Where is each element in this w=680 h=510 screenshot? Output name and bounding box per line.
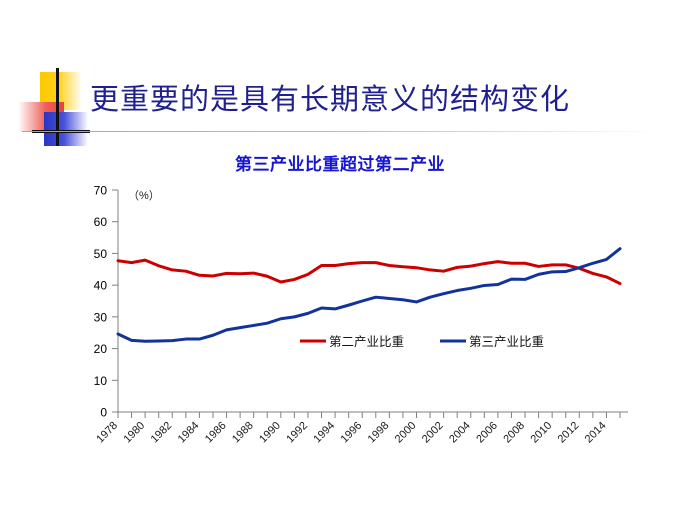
x-axis-tick-label: 2000 <box>393 420 419 446</box>
x-axis-tick-label: 2010 <box>528 420 554 446</box>
x-axis-tick-label: 2006 <box>474 420 500 446</box>
y-axis-tick-label: 40 <box>94 279 108 293</box>
y-axis: 0 10 20 30 40 50 60 70 <box>94 184 119 420</box>
chart-legend: 第二产业比重 第三产业比重 <box>300 334 544 349</box>
x-axis-tick-label: 1992 <box>284 420 310 446</box>
slide-title-bar: 更重要的是具有长期意义的结构变化 <box>0 0 680 146</box>
chart-container: 0 10 20 30 40 50 60 70 1978 1980 1982 1984 1986 1988… <box>0 175 680 510</box>
y-axis-tick-label: 50 <box>94 247 108 261</box>
line-chart: 0 10 20 30 40 50 60 70 1978 1980 1982 1984 1986 1988… <box>94 184 628 446</box>
x-axis-tick-label: 1998 <box>366 420 392 446</box>
deco-square-blue-icon <box>44 112 88 146</box>
x-axis-tick-label: 1984 <box>176 420 202 446</box>
y-axis-tick-label: 70 <box>94 184 108 198</box>
x-axis-tick-label: 1978 <box>94 420 120 446</box>
title-underline-divider <box>22 131 658 132</box>
x-axis-tick-label: 1990 <box>257 420 283 446</box>
x-axis-tick-label: 1986 <box>203 420 229 446</box>
y-axis-tick-label: 30 <box>94 310 108 324</box>
y-axis-tick-label: 0 <box>100 406 107 420</box>
deco-cross-vertical-icon <box>56 68 59 146</box>
y-axis-tick-label: 20 <box>94 342 108 356</box>
chart-subtitle: 第三产业比重超过第二产业 <box>235 155 445 175</box>
series-line <box>116 247 622 343</box>
x-axis-tick-label: 1988 <box>230 420 256 446</box>
x-axis-tick-label: 1982 <box>149 420 175 446</box>
x-axis-tick-label: 1994 <box>311 420 337 446</box>
y-axis-unit-label: （%） <box>128 189 160 202</box>
unit-label: （%） <box>128 189 160 202</box>
page-title: 更重要的是具有长期意义的结构变化 <box>90 82 571 116</box>
x-axis-tick-label: 2002 <box>420 420 446 446</box>
x-axis: 1978 1980 1982 1984 1986 1988 1990 1992 1994 1996… <box>94 411 628 446</box>
x-axis-tick-label: 2008 <box>501 420 527 446</box>
legend-label: 第三产业比重 <box>469 334 544 349</box>
series-line <box>116 258 622 286</box>
decorative-logo-mark <box>18 68 90 146</box>
x-axis-tick-label: 2012 <box>556 420 582 446</box>
legend-label: 第二产业比重 <box>329 334 404 349</box>
x-axis-tick-label: 2004 <box>447 420 473 446</box>
y-axis-tick-label: 60 <box>94 215 108 229</box>
x-axis-tick-label: 1980 <box>121 420 147 446</box>
x-axis-tick-label: 1996 <box>339 420 365 446</box>
y-axis-tick-label: 10 <box>94 374 108 388</box>
data-series-group <box>116 247 622 343</box>
x-axis-tick-label: 2014 <box>583 420 609 446</box>
